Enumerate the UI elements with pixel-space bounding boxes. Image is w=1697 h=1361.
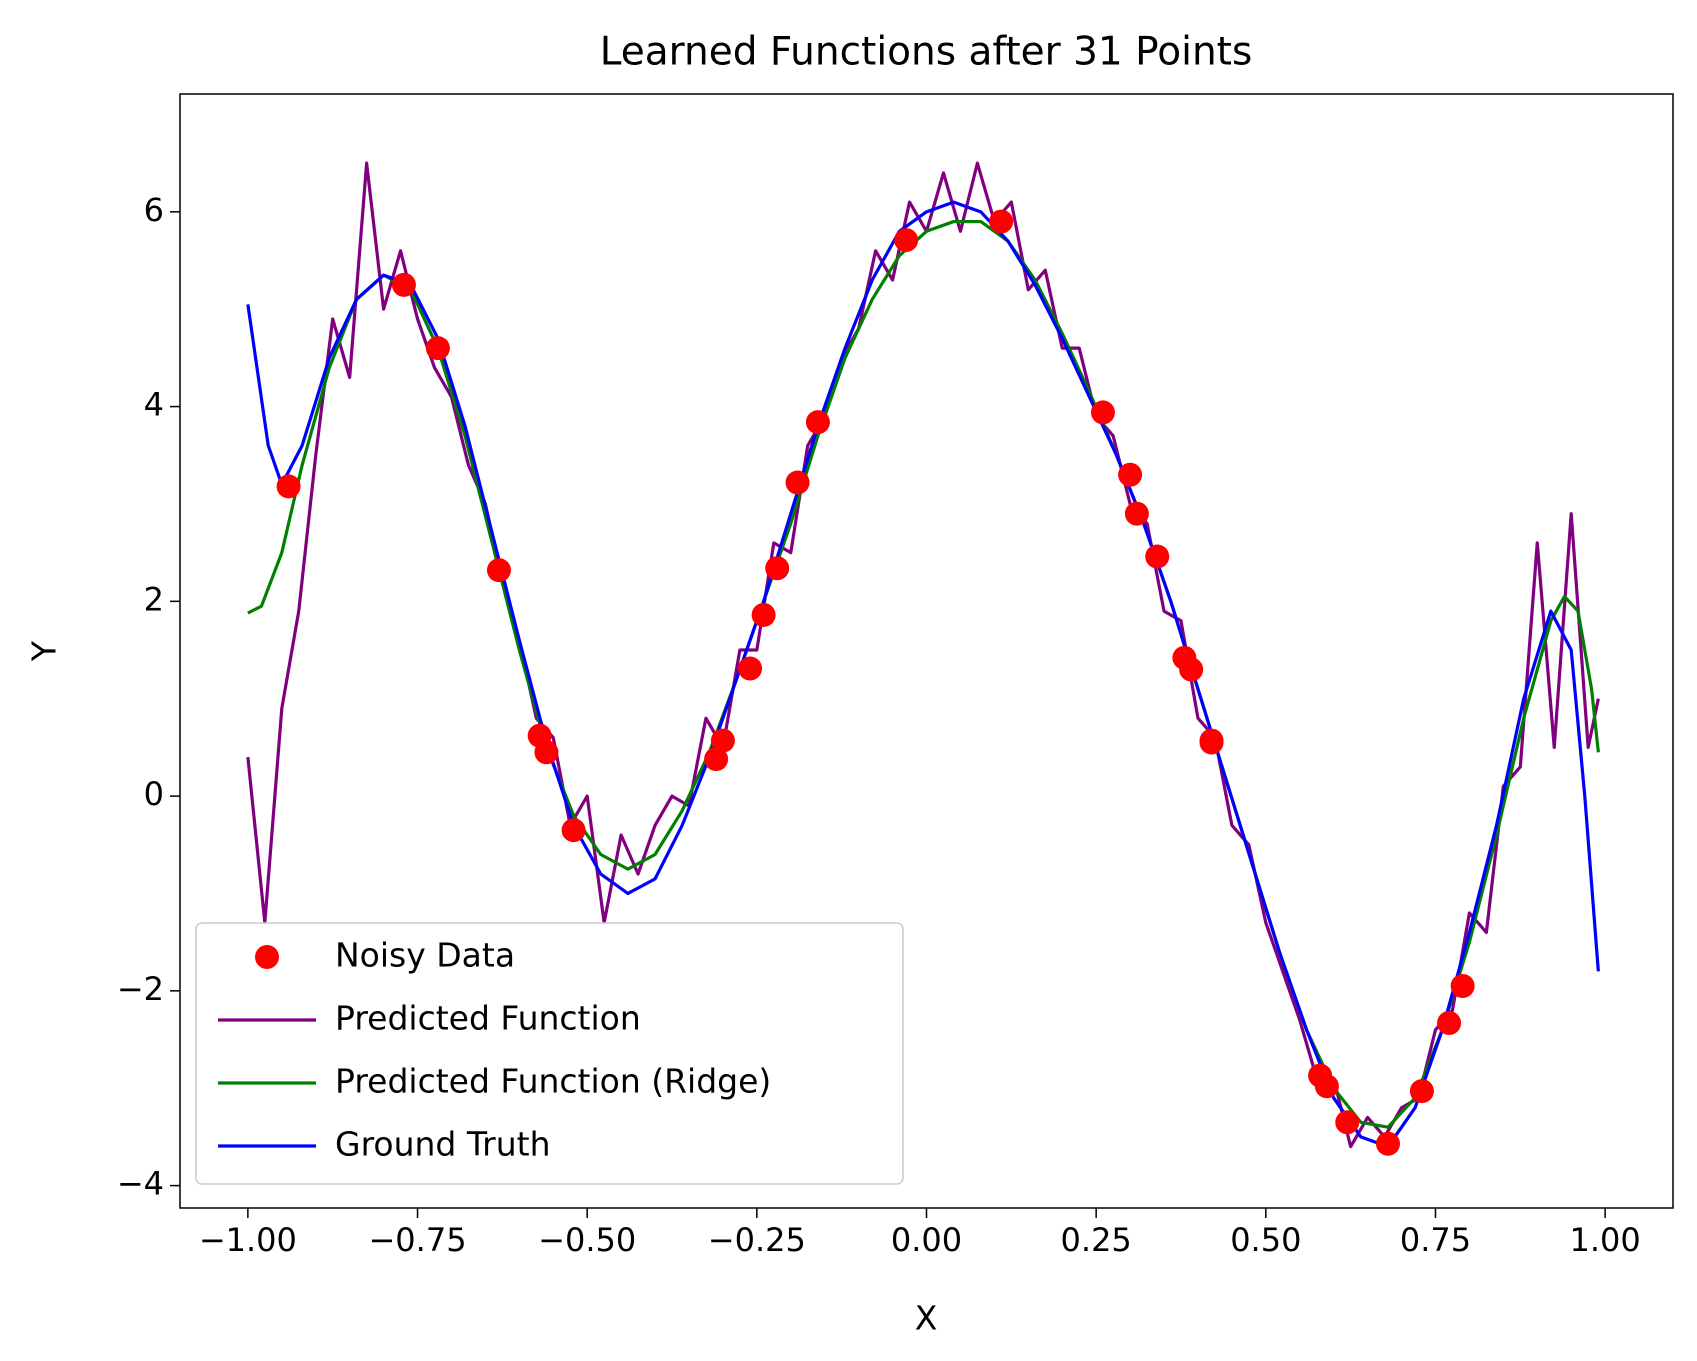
data-point	[805, 410, 830, 435]
plot-frame	[179, 93, 1674, 1209]
x-axis-label: X	[915, 1299, 938, 1338]
legend-label: Predicted Function (Ridge)	[335, 1062, 771, 1101]
chart-title: Learned Functions after 31 Points	[600, 30, 1253, 75]
x-tick-label: 1.00	[1570, 1221, 1641, 1259]
data-point	[765, 556, 790, 581]
data-point	[425, 336, 450, 361]
data-point	[534, 740, 559, 765]
data-point	[751, 602, 776, 627]
data-point	[1124, 501, 1149, 526]
legend-label: Predicted Function	[335, 999, 641, 1038]
legend-label: Ground Truth	[335, 1125, 551, 1164]
data-point	[1375, 1131, 1400, 1156]
data-point	[1179, 657, 1204, 682]
legend-marker	[255, 945, 279, 969]
data-point	[1090, 400, 1115, 425]
x-tick-label: 0.75	[1400, 1221, 1471, 1259]
data-point	[1450, 973, 1475, 998]
data-point	[1437, 1010, 1462, 1035]
x-tick-label: 0.50	[1230, 1221, 1301, 1259]
y-axis-label: Y	[25, 640, 64, 662]
data-point	[391, 272, 416, 297]
y-tick-label: 6	[144, 191, 164, 229]
data-point	[894, 228, 919, 253]
data-point	[276, 474, 301, 499]
x-tick-label: 0.25	[1061, 1221, 1132, 1259]
data-point	[1199, 730, 1224, 755]
data-point	[989, 209, 1014, 234]
y-tick-label: 4	[144, 386, 164, 424]
data-point	[710, 728, 735, 753]
data-point	[704, 747, 729, 772]
y-tick-label: −2	[117, 970, 164, 1008]
x-tick-label: −0.25	[708, 1221, 806, 1259]
data-point	[1118, 462, 1143, 487]
data-point	[1145, 544, 1170, 569]
data-point	[738, 656, 763, 681]
line	[246, 200, 1600, 1149]
data-point	[561, 818, 586, 843]
y-tick-label: 0	[144, 775, 164, 813]
y-tick-label: −4	[117, 1165, 164, 1203]
legend-box	[195, 922, 904, 1185]
data-point	[486, 558, 511, 583]
x-tick-label: 0.00	[891, 1221, 962, 1259]
y-tick-label: 2	[144, 580, 164, 618]
x-tick-label: −0.75	[368, 1221, 466, 1259]
data-point	[1314, 1074, 1339, 1099]
legend-label: Noisy Data	[335, 936, 515, 975]
data-point	[785, 470, 810, 495]
x-tick-label: −1.00	[199, 1221, 297, 1259]
data-point	[1335, 1110, 1360, 1135]
x-tick-label: −0.50	[538, 1221, 636, 1259]
data-point	[1409, 1079, 1434, 1104]
